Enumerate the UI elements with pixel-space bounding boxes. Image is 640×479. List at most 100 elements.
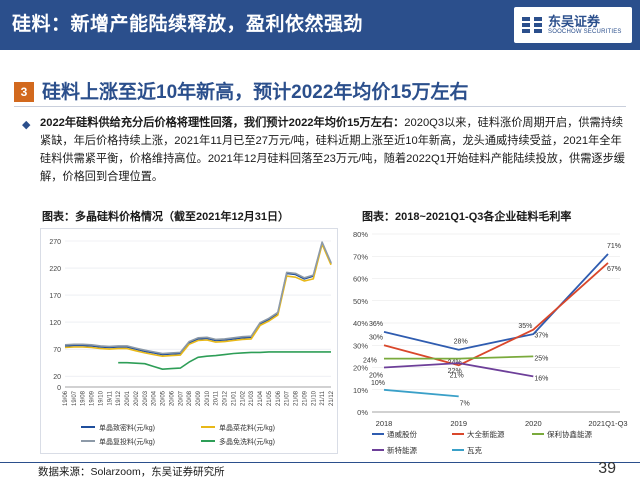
chart1-x-tick: 19/07 (72, 390, 78, 406)
brand-name: 东吴证券 (548, 14, 601, 29)
chart1-y-tick: 0 (57, 385, 61, 392)
chart2-y-tick: 30% (353, 341, 368, 350)
body-lead: 2022年硅料供给充分后价格将理性回落，我们预计2022年均价15万左右： (40, 117, 405, 129)
chart2-data-label: 36% (369, 321, 383, 328)
chart2-legend-label: 保利协鑫能源 (547, 429, 592, 439)
chart1-panel: 0 20 70 120 170 220 270 19/06 19/07 19/08 19/09 19/… (40, 228, 338, 454)
chart1-y-tick: 270 (49, 239, 61, 246)
chart1-x-tick: 20/06 (169, 390, 175, 406)
chart1-x-tick: 20/12 (223, 390, 229, 406)
chart1-x-tick: 19/06 (63, 390, 69, 406)
chart2-x-tick: 2020 (525, 419, 542, 428)
chart1-y-tick: 70 (53, 347, 61, 354)
chart1-x-tick: 21/05 (267, 390, 273, 406)
chart1-legend-label: 多晶免洗料(元/kg) (219, 437, 275, 446)
chart1-x-tick: 20/03 (143, 390, 149, 406)
chart1-x-tick: 21/12 (329, 390, 335, 406)
chart1-x-tick: 20/07 (178, 390, 184, 406)
chart1-x-tick: 21/04 (258, 390, 264, 406)
chart2-x-tick: 2021Q1-Q3 (588, 419, 627, 428)
chart1-x-tick: 21/11 (320, 390, 326, 405)
chart1-series-line-4 (118, 351, 331, 370)
chart1-x-tick: 20/02 (134, 390, 140, 406)
chart2-data-label: 24% (363, 358, 377, 365)
chart2-data-label: 22% (448, 368, 462, 375)
chart2-series-line-3 (384, 355, 534, 360)
chart1-y-tick: 170 (49, 293, 61, 300)
chart2-svg: 0%10%20%30%40%50%60%70%80%2018 2019 2020 20… (353, 230, 628, 455)
chart1-x-tick: 19/09 (90, 390, 96, 406)
chart2-data-label: 71% (607, 243, 621, 250)
chart1-legend-label: 单晶复投料(元/kg) (99, 437, 155, 446)
page-number: 39 (598, 460, 616, 477)
chart1-legend-label: 单晶菜花料(元/kg) (219, 423, 275, 432)
chart2-legend-label: 通威股份 (387, 429, 417, 439)
chart1-x-tick: 21/02 (240, 390, 246, 406)
chart1-x-tick: 20/10 (205, 390, 211, 406)
chart2-y-tick: 80% (353, 230, 368, 239)
chart1-x-tick: 21/06 (276, 390, 282, 406)
chart2-data-label: 25% (534, 355, 548, 362)
chart1-x-tick: 20/11 (214, 390, 220, 405)
chart1-x-tick: 21/03 (249, 390, 255, 406)
chart1-x-tick: 19/08 (81, 390, 87, 406)
chart2-y-tick: 50% (353, 297, 368, 306)
chart2-data-label: 7% (460, 400, 470, 407)
chart1-legend-label: 单晶致密料(元/kg) (99, 423, 155, 432)
chart2-x-tick: 2019 (450, 419, 467, 428)
footer-divider (0, 462, 640, 463)
chart2-legend-label: 大全新能源 (467, 429, 505, 439)
chart2-y-tick: 60% (353, 275, 368, 284)
chart2-data-label: 67% (607, 266, 621, 273)
chart1-x-tick: 21/01 (231, 390, 237, 406)
chart2-data-label: 10% (371, 380, 385, 387)
chart2-data-label: 16% (534, 375, 548, 382)
chart2-y-tick: 10% (353, 386, 368, 395)
chart2-data-label: 20% (369, 373, 383, 380)
chart2-series-line-1 (383, 253, 609, 351)
chart2-data-label: 30% (369, 334, 383, 341)
chart1-series-line-3 (64, 241, 332, 355)
chart2-series-line-2 (383, 262, 609, 367)
chart1-x-tick: 19/11 (107, 390, 113, 405)
chart1-x-tick: 20/01 (125, 390, 131, 406)
chart1-x-tick: 21/07 (285, 390, 291, 406)
chart1-y-tick: 20 (53, 374, 61, 381)
brand-logo-icon (522, 15, 542, 35)
chart2-data-label: 21% (450, 372, 464, 379)
body-text: 2020Q3以来，硅料涨价周期开启，供需持续紧缺，年后价格持续上涨，2021年1… (40, 117, 625, 183)
chart2-data-label: 35% (518, 323, 532, 330)
chart1-x-tick: 19/10 (98, 390, 104, 406)
chart2-legend-label: 瓦克 (467, 446, 482, 455)
brand-logo: 东吴证券 SOOCHOW SECURITIES (514, 7, 632, 43)
chart2-data-label: 28% (454, 339, 468, 346)
chart1-x-tick: 20/05 (161, 390, 167, 406)
chart2-series-line-4 (383, 362, 534, 378)
section-number: 3 (14, 82, 34, 102)
chart2-title: 图表：2018~2021Q1-Q3各企业硅料毛利率 (362, 211, 572, 223)
chart1-x-tick: 19/12 (116, 390, 122, 406)
chart2-legend-label: 新特能源 (387, 445, 417, 455)
chart1-x-tick: 20/09 (196, 390, 202, 406)
chart1-x-tick: 20/08 (187, 390, 193, 406)
chart2-y-tick: 40% (353, 319, 368, 328)
section-divider (14, 106, 626, 107)
chart2-series-line-5 (383, 388, 459, 398)
chart1-title: 图表：多晶硅料价格情况（截至2021年12月31日） (42, 211, 289, 223)
chart1-x-tick: 21/10 (311, 390, 317, 406)
chart1-y-tick: 120 (49, 320, 61, 327)
chart2-y-tick: 20% (353, 364, 368, 373)
chart1-x-tick: 20/04 (152, 390, 158, 406)
source-note: 数据来源：Solarzoom，东吴证券研究所 (38, 466, 225, 478)
chart2-data-label: 37% (534, 333, 548, 340)
chart1-y-tick: 220 (49, 266, 61, 273)
chart2-y-tick: 70% (353, 252, 368, 261)
body-paragraph: 2022年硅料供给充分后价格将理性回落，我们预计2022年均价15万左右：202… (40, 114, 626, 186)
bullet-icon: ◆ (22, 119, 31, 131)
section-title: 硅料上涨至近10年新高，预计2022年均价15万左右 (42, 82, 469, 103)
chart1-series-line-2 (64, 243, 332, 357)
page-title: 硅料：新增产能陆续释放，盈利依然强劲 (12, 14, 364, 35)
chart1-x-tick: 21/09 (302, 390, 308, 406)
chart2-y-tick: 0% (357, 408, 368, 417)
